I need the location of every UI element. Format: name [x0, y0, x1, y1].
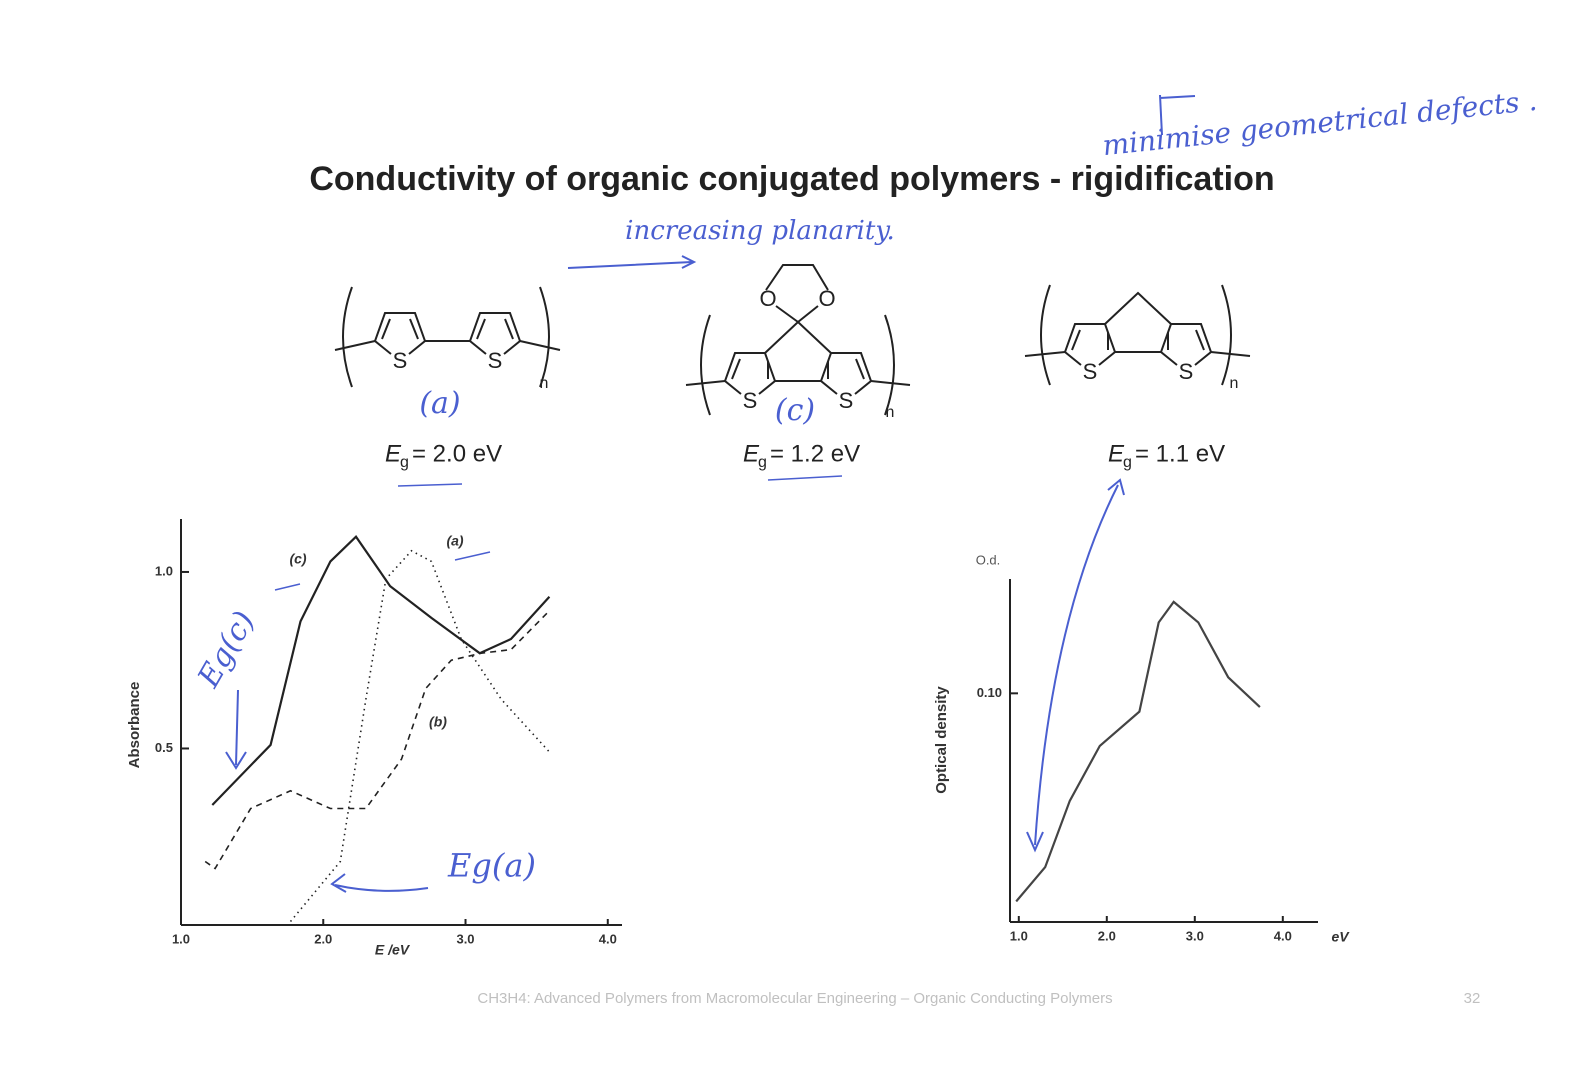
- hand-arrow: [225, 689, 247, 770]
- bond: [685, 320, 911, 386]
- atom-label: S: [743, 388, 758, 413]
- bond: [723, 352, 777, 395]
- x-tick-label: 3.0: [456, 931, 474, 946]
- bond: [1221, 284, 1232, 386]
- energy-gap-subscript: g: [400, 454, 409, 471]
- atom-label: n: [540, 375, 549, 392]
- energy-gap: = 1.2 eV: [770, 440, 860, 467]
- bond: [1107, 332, 1169, 350]
- atom-label: S: [393, 348, 408, 373]
- hand-arrow: [1026, 478, 1125, 853]
- bond: [1071, 329, 1081, 351]
- handwritten-note: increasing planarity.: [625, 216, 895, 246]
- x-tick-label: 4.0: [1274, 928, 1292, 943]
- atom-label: n: [1230, 375, 1239, 392]
- hand-arrow: [1159, 94, 1196, 136]
- bond: [1195, 329, 1205, 351]
- handwritten-note: Eg(a): [447, 847, 536, 885]
- energy-gap-subscript: g: [1123, 454, 1132, 471]
- atom-label: O: [759, 286, 776, 311]
- bond: [1040, 284, 1051, 386]
- y-tick-label: 0.10: [977, 685, 1002, 700]
- data-line: [289, 549, 550, 923]
- x-tick-label: 1.0: [1010, 928, 1028, 943]
- bond: [731, 358, 741, 380]
- data-line: [211, 535, 551, 806]
- x-axis-label: eV: [1331, 929, 1350, 945]
- bond: [409, 318, 419, 340]
- bond: [1063, 323, 1117, 366]
- bond: [381, 318, 391, 340]
- atom-label: O: [818, 286, 835, 311]
- bond: [1159, 323, 1213, 366]
- y-tick-label: 1.0: [155, 563, 173, 578]
- bond: [476, 318, 486, 340]
- atom-label: S: [1179, 359, 1194, 384]
- energy-gap-symbol: E: [385, 440, 402, 467]
- curve-label: (b): [429, 714, 447, 730]
- handwritten-note: (c): [775, 393, 815, 428]
- energy-gap-symbol: E: [743, 440, 760, 467]
- energy-gap-subscript: g: [758, 454, 767, 471]
- handwritten-note: Eg(c): [191, 605, 262, 694]
- bond: [539, 286, 550, 388]
- hand-stroke: [274, 475, 843, 591]
- atom-label: S: [839, 388, 854, 413]
- energy-gap-symbol: E: [1108, 440, 1125, 467]
- bond: [884, 314, 895, 416]
- page-number: 32: [1464, 990, 1481, 1007]
- curve-label: (c): [289, 551, 306, 567]
- data-line: [204, 610, 550, 870]
- atom-label: S: [488, 348, 503, 373]
- slide-title: Conductivity of organic conjugated polym…: [309, 160, 1274, 198]
- bond: [504, 318, 514, 340]
- data-line: [1015, 600, 1261, 903]
- energy-gap: = 1.1 eV: [1135, 440, 1225, 467]
- charts: 1.0 2.0 3.0 4.0 0.5 1.0 Absorbance E /eV (c) (a) (…: [126, 519, 1350, 958]
- bond: [1024, 291, 1251, 357]
- y-unit: O.d.: [976, 552, 1001, 567]
- atom-label: S: [1083, 359, 1098, 384]
- y-axis-label: Optical density: [933, 686, 950, 794]
- hand-arrow: [567, 255, 697, 269]
- handwritten-note: (a): [419, 386, 460, 421]
- x-axis-label: E /eV: [375, 942, 411, 958]
- x-tick-label: 3.0: [1186, 928, 1204, 943]
- y-tick-label: 0.5: [155, 740, 173, 755]
- handwritten-note: minimise geometrical defects .: [1101, 84, 1539, 162]
- x-tick-label: 4.0: [599, 931, 617, 946]
- bond: [373, 312, 427, 355]
- energy-gap: = 2.0 eV: [412, 440, 502, 467]
- bond: [700, 314, 711, 416]
- x-tick-label: 2.0: [314, 931, 332, 946]
- x-tick-label: 1.0: [172, 931, 190, 946]
- hand-arrow: [330, 873, 429, 893]
- bond: [767, 361, 829, 379]
- x-tick-label: 2.0: [1098, 928, 1116, 943]
- atom-label: n: [886, 404, 895, 421]
- bond: [855, 358, 865, 380]
- bond: [334, 340, 561, 351]
- y-axis-label: Absorbance: [126, 682, 143, 769]
- footer: CH3H4: Advanced Polymers from Macromolec…: [477, 990, 1112, 1007]
- curve-label: (a): [446, 533, 463, 549]
- bond: [468, 312, 522, 355]
- bond: [342, 286, 353, 388]
- bond: [765, 264, 829, 323]
- bond: [819, 352, 873, 395]
